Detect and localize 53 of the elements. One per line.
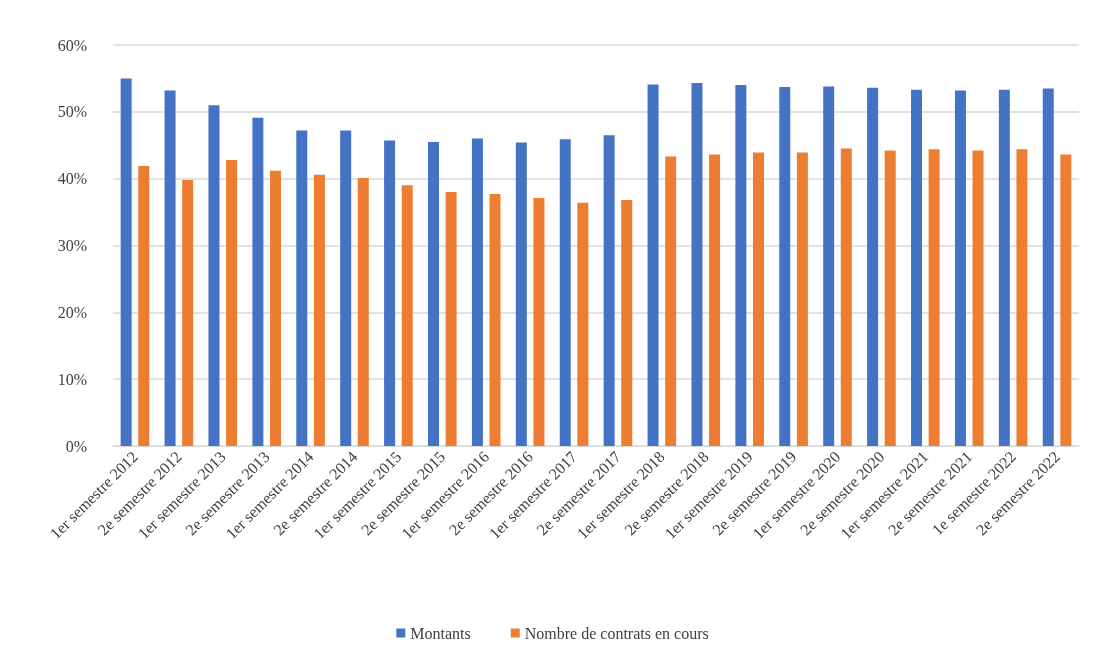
legend-label: Nombre de contrats en cours: [524, 624, 709, 642]
y-tick-label: 40%: [57, 170, 87, 188]
bar: [998, 89, 1010, 446]
y-tick-label: 50%: [57, 103, 87, 121]
y-tick-label: 10%: [57, 370, 87, 388]
bar: [954, 90, 966, 446]
bar: [208, 105, 220, 446]
bar: [691, 83, 703, 446]
y-tick-label: 60%: [57, 36, 87, 54]
bar: [647, 84, 659, 446]
bar: [471, 138, 483, 446]
bar: [357, 178, 369, 446]
bar: [340, 130, 352, 446]
y-tick-label: 20%: [57, 303, 87, 321]
bar: [533, 198, 545, 446]
bar: [867, 87, 879, 446]
bar: [296, 130, 308, 446]
bar: [1060, 154, 1072, 446]
bar: [752, 152, 764, 446]
bar: [384, 140, 396, 446]
bar: [796, 152, 808, 446]
bar: [665, 156, 677, 446]
bar: [928, 149, 940, 446]
bar: [823, 86, 835, 446]
bar: [1016, 149, 1028, 446]
y-tick-label: 30%: [57, 237, 87, 254]
bar: [515, 142, 527, 446]
bar: [972, 150, 984, 446]
bar: [1042, 88, 1054, 446]
bar: [840, 148, 852, 446]
bar: [621, 200, 633, 446]
bar: [428, 141, 440, 446]
bar: [401, 185, 413, 446]
bar: [313, 174, 325, 446]
bar: [489, 194, 501, 446]
bar: [709, 154, 721, 446]
bar: [164, 90, 176, 446]
y-tick-label: 0%: [65, 437, 87, 455]
bar: [445, 192, 457, 446]
bar: [559, 139, 571, 446]
bar: [226, 159, 238, 446]
bar: [884, 150, 896, 446]
bar: [735, 85, 747, 446]
bar: [911, 89, 923, 446]
legend-label: Montants: [410, 624, 471, 642]
bar: [138, 165, 150, 446]
bar: [577, 202, 589, 446]
bar: [120, 78, 132, 446]
bar: [182, 180, 194, 446]
bar: [603, 135, 615, 446]
bar: [779, 87, 791, 446]
bar: [252, 117, 264, 446]
bar: [269, 170, 281, 446]
